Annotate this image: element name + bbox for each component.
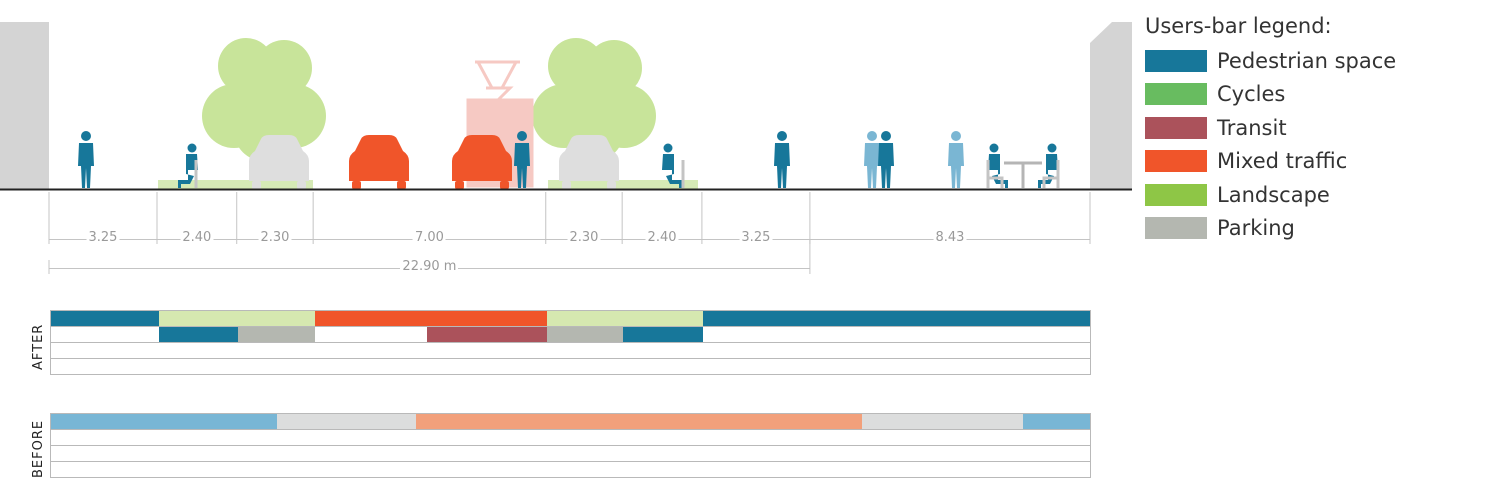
dimension-label: 2.40 [645,230,679,245]
legend-item-mixed: Mixed traffic [1145,145,1485,179]
bar-segment-transit [427,327,547,342]
total-width-label: 22.90 m [400,259,459,274]
legend-label: Transit [1217,115,1287,140]
dimension-label: 3.25 [86,230,120,245]
legend-items: Pedestrian space Cycles Transit Mixed traff… [1145,44,1485,245]
building-left [0,22,49,190]
bar-segment-landscape [158,311,315,326]
pedestrian-figure [78,131,94,188]
legend-swatch [1145,150,1207,173]
bar-segment-mixed [314,311,547,326]
users-bar-legend: Users-bar legend: Pedestrian space Cycles… [1145,14,1485,245]
bar-segment-parking [546,327,624,342]
pedestrian-figure [878,131,894,188]
bar-segment-pedestrian [623,327,703,342]
bar-row [50,343,1091,359]
grass-right [548,180,698,189]
bar-segment-before_parking [861,414,1023,429]
bar-segment-before_pedestrian [51,414,277,429]
bar-row [50,327,1091,343]
legend-swatch [1145,49,1207,72]
legend-label: Cycles [1217,82,1286,107]
traffic-car-left [349,135,409,189]
bar-segment-landscape [546,311,703,326]
grass-left [158,180,313,189]
after-users-bar [50,310,1091,375]
seated-person-figure [1038,143,1058,188]
pedestrian-figure [948,131,964,188]
legend-item-landscape: Landscape [1145,178,1485,212]
bar-segment-pedestrian [702,311,1090,326]
legend-swatch [1145,217,1207,240]
legend-label: Mixed traffic [1217,149,1348,174]
bar-row [50,446,1091,462]
legend-swatch [1145,116,1207,139]
before-label: BEFORE [31,419,46,478]
bar-segment-before_parking [276,414,416,429]
legend-item-transit: Transit [1145,111,1485,145]
dimension-label: 7.00 [412,230,446,245]
cafe-table [1004,161,1042,188]
bar-segment-before_mixed [415,414,862,429]
dimension-label: 3.25 [739,230,773,245]
dimension-label: 2.30 [567,230,601,245]
dimension-label: 8.43 [933,230,967,245]
legend-label: Parking [1217,216,1295,241]
dimension-label: 2.40 [180,230,214,245]
legend-item-cycles: Cycles [1145,78,1485,112]
bar-segment-parking [238,327,315,342]
legend-title: Users-bar legend: [1145,14,1332,38]
pedestrian-figure [774,131,790,188]
bar-segment-pedestrian [51,311,159,326]
pedestrian-figure [864,131,880,188]
before-users-bar [50,413,1091,478]
dimension-label: 2.30 [258,230,292,245]
legend-item-pedestrian: Pedestrian space [1145,44,1485,78]
chair [986,160,1004,188]
building-right [1090,22,1132,190]
bar-row [50,413,1091,430]
legend-swatch [1145,83,1207,106]
bar-row [50,430,1091,446]
bar-segment-pedestrian [158,327,239,342]
seated-person-figure [988,143,1008,188]
legend-label: Pedestrian space [1217,48,1397,73]
legend-label: Landscape [1217,182,1330,207]
bar-row [50,462,1091,478]
after-label: AFTER [31,323,46,370]
bar-row [50,359,1091,375]
legend-item-parking: Parking [1145,212,1485,246]
legend-swatch [1145,183,1207,206]
chair [1042,160,1060,188]
bar-row [50,310,1091,327]
bar-segment-before_pedestrian [1022,414,1090,429]
